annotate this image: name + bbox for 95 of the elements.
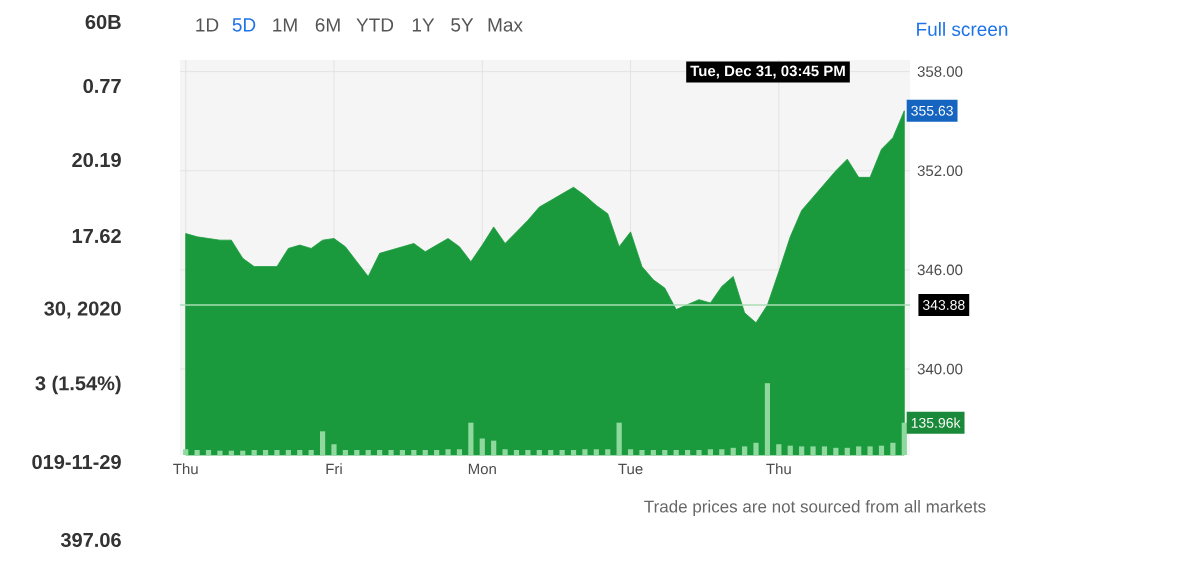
bar [388, 449, 394, 455]
bar [228, 450, 234, 455]
bar [354, 449, 360, 455]
bar [867, 446, 873, 455]
text: 135.96k [911, 417, 961, 428]
bar [502, 449, 508, 455]
bar [799, 446, 805, 455]
text: 60B [85, 14, 121, 30]
bar [753, 442, 759, 455]
bar [513, 449, 520, 455]
bar [844, 447, 850, 455]
text: 30, 2020 [44, 301, 121, 319]
bar [810, 446, 816, 455]
bar [445, 449, 451, 455]
bar [684, 449, 691, 455]
x-tick-label: Fri [326, 463, 342, 475]
text: Trade prices are not sourced from all markets [644, 500, 986, 516]
text: 3 (1.54%) [35, 375, 121, 395]
bar [627, 449, 634, 455]
bar [696, 449, 702, 455]
text: 397.06 [60, 532, 121, 548]
annotation: Tue, Dec 31, 03:45 PM [690, 65, 845, 79]
bar [821, 446, 828, 455]
text: Full screen [917, 22, 1008, 36]
bar [787, 445, 793, 455]
bar [742, 446, 748, 455]
bar [319, 431, 326, 455]
bar [183, 449, 189, 455]
bar [890, 442, 896, 455]
bar [856, 446, 862, 455]
y-tick-label: 358.00 [917, 66, 963, 77]
bar [365, 449, 371, 455]
bar [593, 449, 599, 455]
bar [422, 449, 428, 455]
y-tick-label: 340.00 [917, 363, 963, 375]
bar [456, 449, 463, 455]
bar [776, 444, 782, 455]
data-label: 355.63 [911, 105, 953, 116]
bar [582, 449, 588, 455]
bar [639, 449, 645, 455]
ref-line-label: 343.88 [922, 300, 965, 310]
text: YTD [356, 18, 394, 32]
bar [308, 449, 314, 455]
bar [479, 438, 485, 455]
bar [285, 449, 291, 455]
x-tick-label: Thu [766, 463, 791, 475]
bar [707, 449, 713, 455]
text: 5D [232, 18, 256, 32]
bar [525, 449, 531, 455]
bar [262, 449, 269, 455]
bar [548, 449, 554, 455]
text: 1M [273, 18, 297, 32]
bar [342, 449, 348, 455]
y-tick-label: 352.00 [917, 165, 963, 177]
bar [491, 440, 497, 455]
bar [536, 449, 542, 455]
bar [570, 449, 577, 455]
text: 17.62 [72, 228, 121, 244]
bar [673, 449, 679, 455]
bar [194, 449, 200, 455]
text: 1Y [412, 18, 435, 32]
text: 0.77 [83, 78, 121, 94]
text: Max [488, 18, 523, 32]
text: 1D [196, 18, 219, 32]
bar [650, 449, 656, 455]
bar [730, 447, 736, 455]
bar [559, 449, 565, 455]
text: 20.19 [72, 152, 121, 168]
bar [764, 383, 771, 455]
bar [616, 422, 622, 455]
bar [297, 449, 303, 455]
bar [468, 422, 474, 455]
bar [833, 447, 839, 455]
x-tick-label: Tue [618, 463, 643, 475]
text: 019-11-29 [32, 454, 121, 470]
bar [240, 450, 246, 455]
bar [605, 449, 611, 455]
bar [331, 444, 337, 455]
bar [251, 449, 257, 455]
bar [205, 449, 212, 455]
bar [377, 449, 383, 455]
y-tick-label: 346.00 [917, 264, 963, 276]
bar [662, 449, 668, 455]
bar [434, 449, 440, 455]
bar [399, 449, 406, 455]
bar [411, 449, 417, 455]
bar [719, 449, 725, 455]
x-tick-label: Thu [173, 463, 198, 475]
bar [878, 445, 885, 455]
bar [217, 450, 223, 455]
bar [274, 449, 280, 455]
text: 6M [315, 18, 340, 32]
x-tick-label: Mon [468, 463, 496, 475]
bar [901, 422, 907, 455]
text: 5Y [451, 18, 474, 32]
